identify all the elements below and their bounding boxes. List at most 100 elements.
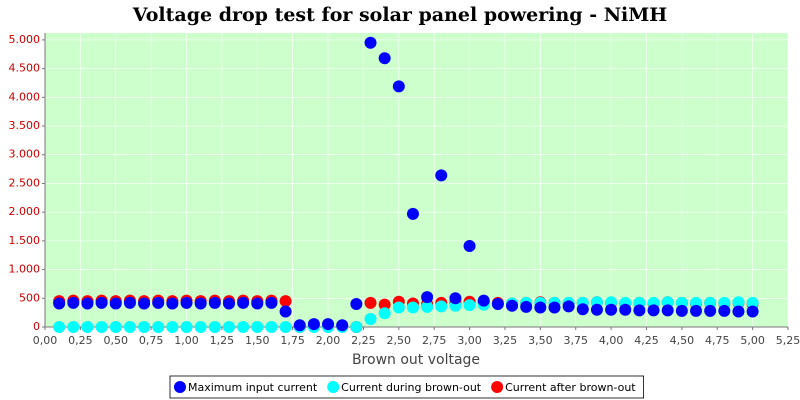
point: [746, 305, 759, 318]
point: [576, 303, 589, 316]
point: [520, 300, 533, 313]
x-tick-label: 1,00: [174, 334, 199, 347]
point: [180, 321, 193, 333]
point: [138, 321, 151, 333]
y-tick-label: 3.000: [9, 148, 41, 161]
y-tick-label: 4.500: [9, 62, 41, 75]
x-tick-label: 0,50: [104, 334, 129, 347]
point: [251, 321, 264, 333]
chart-title: Voltage drop test for solar panel poweri…: [132, 4, 668, 26]
point: [477, 294, 490, 307]
x-tick-label: 0,25: [68, 334, 93, 347]
point: [95, 321, 108, 333]
legend-label: Maximum input current: [188, 381, 318, 394]
x-tick-label: 3,25: [493, 334, 518, 347]
x-axis-label: Brown out voltage: [352, 352, 480, 368]
x-tick-label: 2,25: [351, 334, 376, 347]
point: [435, 169, 448, 182]
point: [81, 321, 94, 333]
point: [690, 304, 703, 317]
point: [746, 296, 759, 309]
point: [222, 321, 235, 333]
point: [350, 298, 363, 311]
point: [208, 296, 221, 309]
y-tick-label: 2.500: [9, 176, 41, 189]
point: [378, 52, 391, 65]
point: [67, 296, 80, 309]
y-tick-label: 0: [33, 320, 40, 333]
point: [548, 301, 561, 314]
legend-label: Current after brown-out: [505, 381, 636, 394]
point: [421, 300, 434, 313]
point: [279, 321, 292, 333]
y-tick-label: 3.500: [9, 119, 41, 132]
point: [222, 297, 235, 310]
legend-swatch: [174, 381, 186, 393]
point: [152, 321, 165, 333]
point: [534, 301, 547, 314]
legend-box: [169, 375, 645, 399]
point: [138, 297, 151, 310]
x-tick-label: 5,25: [776, 334, 800, 347]
legend-swatch: [327, 381, 340, 393]
point: [166, 297, 179, 310]
legend-swatch: [491, 381, 504, 393]
point: [661, 304, 674, 317]
point: [67, 321, 80, 333]
point: [194, 297, 207, 310]
point: [732, 296, 745, 309]
point: [364, 312, 377, 325]
point: [237, 296, 250, 309]
point: [463, 299, 476, 312]
point: [265, 321, 278, 333]
point: [194, 321, 207, 333]
x-tick-label: 0,00: [33, 334, 58, 347]
point: [123, 296, 136, 309]
point: [647, 304, 660, 317]
y-tick-label: 4.000: [9, 90, 41, 103]
point: [166, 321, 179, 333]
legend: Maximum input current Current during brow…: [169, 375, 645, 399]
x-tick-label: 1,75: [280, 334, 305, 347]
point: [619, 303, 632, 316]
point: [590, 303, 603, 316]
x-tick-label: 0,75: [139, 334, 164, 347]
point: [293, 319, 306, 332]
y-tick-label: 500: [19, 291, 40, 304]
point: [180, 296, 193, 309]
point: [392, 301, 405, 314]
point: [123, 321, 136, 333]
point: [364, 296, 377, 309]
y-tick-label: 5.000: [9, 33, 41, 46]
point: [109, 297, 122, 310]
point: [364, 36, 377, 49]
point: [732, 305, 745, 318]
point: [421, 291, 434, 304]
y-tick-label: 1.500: [9, 234, 41, 247]
x-tick-label: 2,50: [387, 334, 412, 347]
point: [406, 301, 419, 314]
point: [336, 319, 349, 332]
point: [406, 207, 419, 220]
point: [718, 304, 731, 317]
point: [675, 304, 688, 317]
point: [322, 318, 335, 331]
x-tick-label: 4,25: [634, 334, 659, 347]
point: [95, 296, 108, 309]
point: [152, 296, 165, 309]
x-tick-label: 4,00: [599, 334, 624, 347]
point: [378, 307, 391, 320]
plot-area: [45, 33, 788, 327]
point: [378, 298, 391, 311]
point: [350, 321, 363, 333]
point: [704, 304, 717, 317]
point: [633, 304, 646, 317]
x-tick-label: 1,50: [245, 334, 270, 347]
point: [562, 300, 575, 313]
point: [53, 321, 66, 333]
point: [392, 80, 405, 93]
x-tick-label: 1,25: [210, 334, 235, 347]
point: [251, 297, 264, 310]
point: [605, 303, 618, 316]
point: [463, 240, 476, 253]
